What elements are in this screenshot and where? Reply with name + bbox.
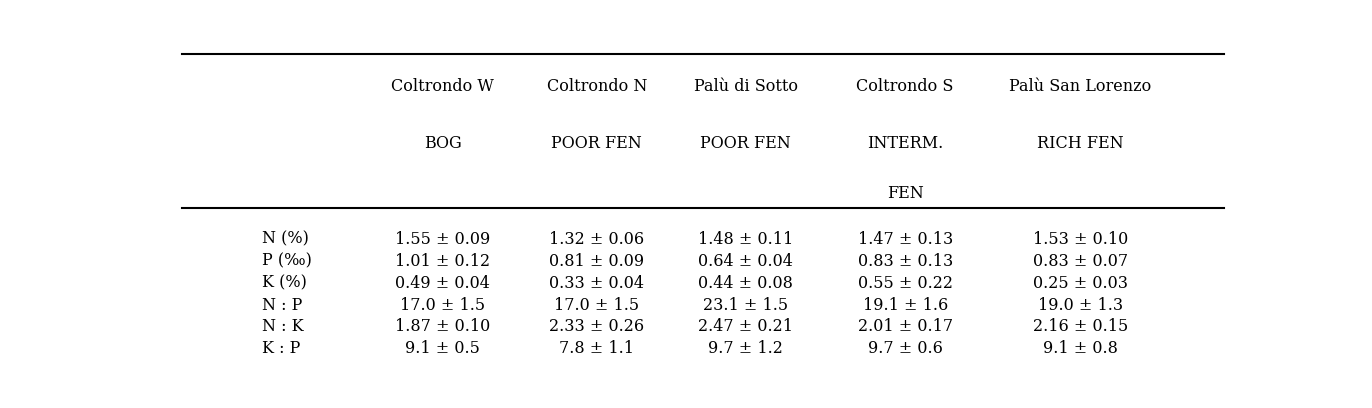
Text: 23.1 ± 1.5: 23.1 ± 1.5 xyxy=(702,297,789,313)
Text: 17.0 ± 1.5: 17.0 ± 1.5 xyxy=(554,297,639,313)
Text: 0.25 ± 0.03: 0.25 ± 0.03 xyxy=(1033,275,1128,291)
Text: 1.48 ± 0.11: 1.48 ± 0.11 xyxy=(698,231,793,248)
Text: 19.0 ± 1.3: 19.0 ± 1.3 xyxy=(1039,297,1124,313)
Text: BOG: BOG xyxy=(424,135,461,152)
Text: Palù di Sotto: Palù di Sotto xyxy=(694,78,797,95)
Text: 1.01 ± 0.12: 1.01 ± 0.12 xyxy=(395,253,490,270)
Text: POOR FEN: POOR FEN xyxy=(700,135,792,152)
Text: FEN: FEN xyxy=(886,185,923,202)
Text: 19.1 ± 1.6: 19.1 ± 1.6 xyxy=(863,297,948,313)
Text: 1.47 ± 0.13: 1.47 ± 0.13 xyxy=(858,231,952,248)
Text: 0.81 ± 0.09: 0.81 ± 0.09 xyxy=(549,253,645,270)
Text: P (‰): P (‰) xyxy=(262,253,311,270)
Text: 17.0 ± 1.5: 17.0 ± 1.5 xyxy=(401,297,486,313)
Text: 0.44 ± 0.08: 0.44 ± 0.08 xyxy=(698,275,793,291)
Text: 9.1 ± 0.5: 9.1 ± 0.5 xyxy=(405,341,480,357)
Text: INTERM.: INTERM. xyxy=(867,135,944,152)
Text: 0.64 ± 0.04: 0.64 ± 0.04 xyxy=(698,253,793,270)
Text: N : P: N : P xyxy=(262,297,302,313)
Text: Coltrondo S: Coltrondo S xyxy=(856,78,954,95)
Text: 1.53 ± 0.10: 1.53 ± 0.10 xyxy=(1033,231,1128,248)
Text: Coltrondo N: Coltrondo N xyxy=(546,78,648,95)
Text: 2.16 ± 0.15: 2.16 ± 0.15 xyxy=(1033,319,1128,335)
Text: N : K: N : K xyxy=(262,319,303,335)
Text: 7.8 ± 1.1: 7.8 ± 1.1 xyxy=(560,341,634,357)
Text: Coltrondo W: Coltrondo W xyxy=(391,78,494,95)
Text: POOR FEN: POOR FEN xyxy=(552,135,642,152)
Text: 9.7 ± 1.2: 9.7 ± 1.2 xyxy=(708,341,783,357)
Text: 2.01 ± 0.17: 2.01 ± 0.17 xyxy=(858,319,952,335)
Text: 0.33 ± 0.04: 0.33 ± 0.04 xyxy=(549,275,645,291)
Text: K : P: K : P xyxy=(262,341,300,357)
Text: 0.49 ± 0.04: 0.49 ± 0.04 xyxy=(395,275,490,291)
Text: 0.83 ± 0.07: 0.83 ± 0.07 xyxy=(1033,253,1128,270)
Text: 0.55 ± 0.22: 0.55 ± 0.22 xyxy=(858,275,952,291)
Text: 2.33 ± 0.26: 2.33 ± 0.26 xyxy=(549,319,645,335)
Text: N (%): N (%) xyxy=(262,231,309,248)
Text: 1.55 ± 0.09: 1.55 ± 0.09 xyxy=(395,231,490,248)
Text: RICH FEN: RICH FEN xyxy=(1037,135,1124,152)
Text: 1.32 ± 0.06: 1.32 ± 0.06 xyxy=(549,231,645,248)
Text: 0.83 ± 0.13: 0.83 ± 0.13 xyxy=(858,253,952,270)
Text: 9.7 ± 0.6: 9.7 ± 0.6 xyxy=(867,341,943,357)
Text: 1.87 ± 0.10: 1.87 ± 0.10 xyxy=(395,319,490,335)
Text: 9.1 ± 0.8: 9.1 ± 0.8 xyxy=(1043,341,1118,357)
Text: K (%): K (%) xyxy=(262,275,307,291)
Text: Palù San Lorenzo: Palù San Lorenzo xyxy=(1010,78,1151,95)
Text: 2.47 ± 0.21: 2.47 ± 0.21 xyxy=(698,319,793,335)
